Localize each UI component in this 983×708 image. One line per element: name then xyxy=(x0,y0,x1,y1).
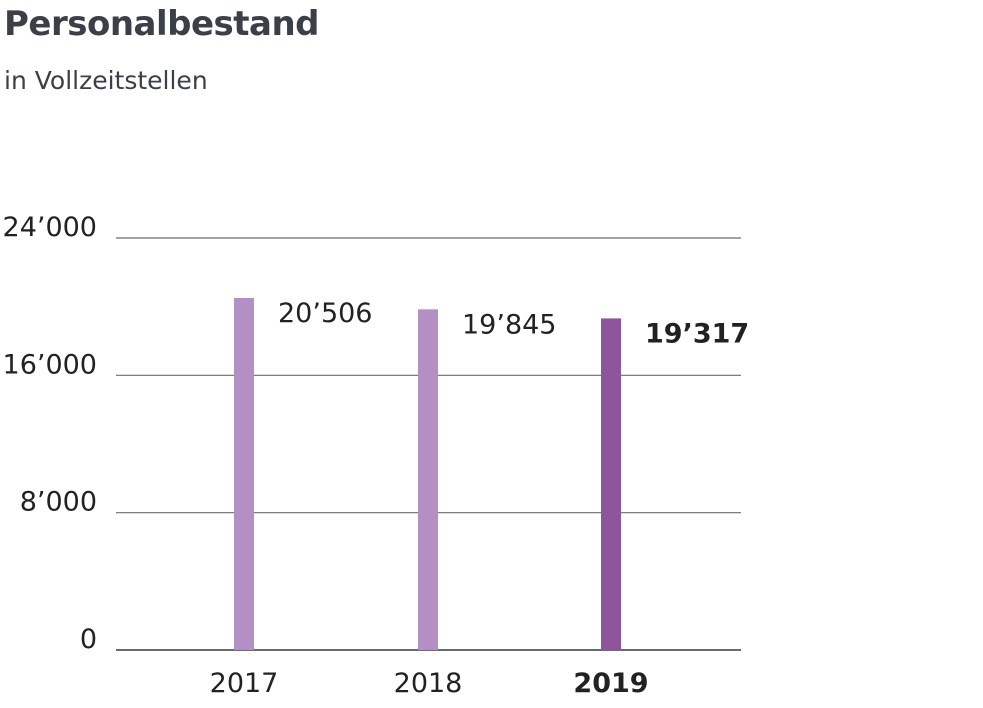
x-tick-label-2017: 2017 xyxy=(210,668,279,699)
x-tick-label-2018: 2018 xyxy=(394,668,463,699)
x-tick-label-2019: 2019 xyxy=(573,668,648,699)
value-label-2017: 20’506 xyxy=(278,298,372,329)
value-labels: 20’506 19’845 19’317 xyxy=(278,298,749,349)
bar-2018 xyxy=(418,309,438,650)
chart-subtitle: in Vollzeitstellen xyxy=(4,66,208,95)
y-tick-label: 16’000 xyxy=(3,349,97,380)
y-tick-label: 24’000 xyxy=(3,212,97,243)
y-tick-label: 8’000 xyxy=(20,487,97,518)
chart-title: Personalbestand xyxy=(4,4,320,44)
y-axis-ticks: 0 8’000 16’000 24’000 xyxy=(3,212,97,655)
bar-2019 xyxy=(601,318,621,650)
bars xyxy=(234,297,621,650)
x-axis-ticks: 2017 2018 2019 xyxy=(210,668,649,699)
value-label-2019: 19’317 xyxy=(645,318,749,349)
value-label-2018: 19’845 xyxy=(462,309,556,340)
bar-2017 xyxy=(234,297,254,650)
y-tick-label: 0 xyxy=(80,624,97,655)
